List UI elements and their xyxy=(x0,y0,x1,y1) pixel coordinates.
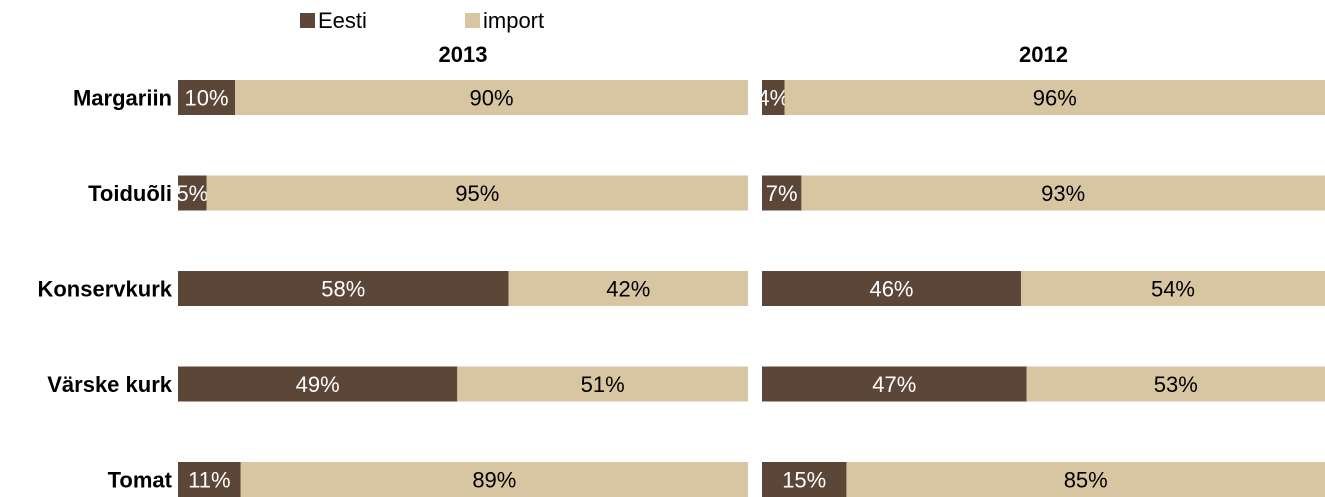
bar-2013-import-4 xyxy=(240,462,748,497)
bar-2012-eesti-2 xyxy=(762,271,1021,306)
category-label-1: Toiduõli xyxy=(88,181,172,206)
panel-title-2013: 2013 xyxy=(439,42,488,67)
data-label-2013-eesti-0: 10% xyxy=(184,86,228,111)
bar-2013-eesti-1 xyxy=(178,175,207,211)
data-label-2013-import-4: 89% xyxy=(472,468,516,493)
bar-2013-eesti-4 xyxy=(178,462,241,497)
panel-titles: 2013 2012 xyxy=(439,42,1068,67)
data-label-2013-eesti-4: 11% xyxy=(188,468,230,493)
data-label-2012-import-0: 96% xyxy=(1033,86,1077,111)
data-label-2012-import-4: 85% xyxy=(1064,468,1108,493)
bar-2012-import-4 xyxy=(846,462,1325,497)
legend-swatch-import xyxy=(465,13,480,28)
panel-2012: 4% 96% 7% 93% 46% 54% 47% 53% 15% 85% xyxy=(757,80,1325,497)
bar-2012-eesti-1 xyxy=(762,175,802,211)
bar-2013-eesti-0 xyxy=(178,80,235,115)
data-label-2013-eesti-3: 49% xyxy=(296,372,340,397)
data-label-2012-import-3: 53% xyxy=(1154,372,1198,397)
panel-title-2012: 2012 xyxy=(1019,42,1068,67)
category-label-3: Värske kurk xyxy=(47,372,173,397)
data-label-2013-import-0: 90% xyxy=(469,86,513,111)
data-label-2013-import-2: 42% xyxy=(606,277,650,302)
bar-2013-import-2 xyxy=(508,271,748,306)
legend-label-import: import xyxy=(483,8,544,33)
bar-2012-import-0 xyxy=(784,80,1325,115)
legend-label-eesti: Eesti xyxy=(318,8,367,33)
panels: 10% 90%5% 95%58% 42%49% 51%11% 89%4% 96%7% 93%4… xyxy=(176,80,1325,497)
legend: Eesti import xyxy=(300,8,544,33)
category-label-4: Tomat xyxy=(108,468,173,493)
bar-2012-import-3 xyxy=(1026,366,1325,402)
data-label-2013-eesti-1: 5% xyxy=(176,181,208,206)
bar-2012-eesti-4 xyxy=(762,462,847,497)
bar-2012-import-1 xyxy=(801,175,1325,211)
data-label-2013-import-1: 95% xyxy=(455,181,499,206)
category-label-2: Konservkurk xyxy=(37,277,172,302)
panel-2013: 10% 90% 5% 95% 58% 42% 49% 51% 11% 89% xyxy=(176,80,748,497)
bar-2013-eesti-2 xyxy=(178,271,509,306)
bar-2012-eesti-3 xyxy=(762,366,1027,402)
data-label-2012-eesti-4: 15% xyxy=(782,468,826,493)
bar-2013-eesti-3 xyxy=(178,366,458,402)
data-label-2012-eesti-2: 46% xyxy=(869,277,913,302)
data-label-2013-import-3: 51% xyxy=(581,372,625,397)
data-label-2012-eesti-1: 7% xyxy=(766,181,798,206)
data-label-2012-eesti-0: 4% xyxy=(757,86,789,111)
data-label-2012-import-2: 54% xyxy=(1151,277,1195,302)
bar-2013-import-1 xyxy=(206,175,748,211)
bar-2013-import-3 xyxy=(457,366,748,402)
legend-swatch-eesti xyxy=(300,13,315,28)
category-label-0: Margariin xyxy=(73,86,172,111)
bar-2012-import-2 xyxy=(1020,271,1325,306)
bar-2012-eesti-0 xyxy=(762,80,785,115)
data-label-2013-eesti-2: 58% xyxy=(321,277,365,302)
data-label-2012-eesti-3: 47% xyxy=(872,372,916,397)
category-labels: Margariin Toiduõli Konservkurk Värske kurk T… xyxy=(37,86,172,493)
bar-2013-import-0 xyxy=(235,80,748,115)
data-label-2012-import-1: 93% xyxy=(1041,181,1085,206)
